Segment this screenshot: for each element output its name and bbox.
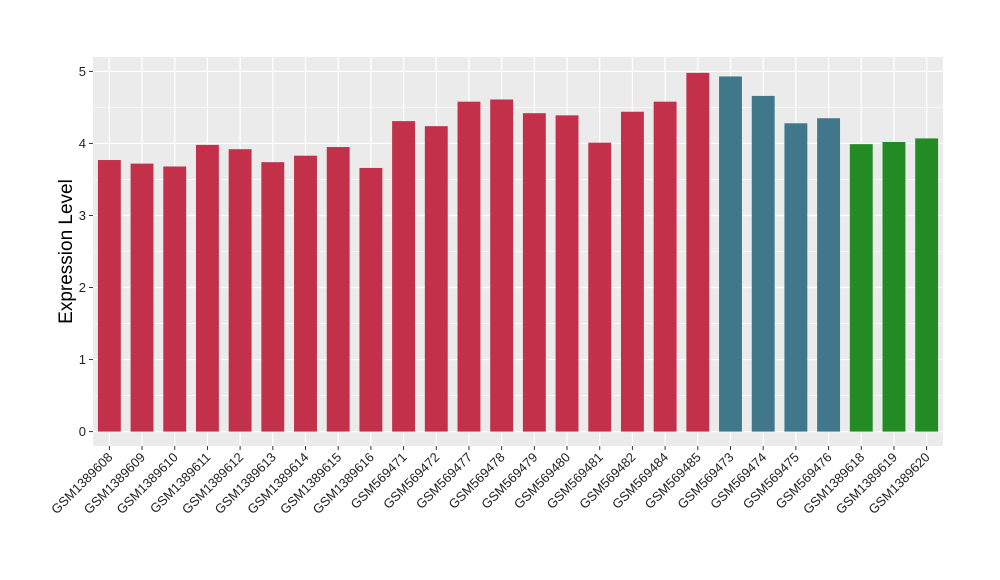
- bar-GSM569480: [555, 115, 579, 432]
- y-tick-label: 1: [79, 352, 86, 367]
- bar-GSM569476: [817, 118, 841, 432]
- bar-GSM1389620: [915, 138, 939, 432]
- bar-GSM1389613: [261, 162, 285, 432]
- bar-GSM569475: [784, 123, 808, 432]
- y-axis-title: Expression Level: [56, 179, 77, 324]
- bar-GSM569479: [522, 113, 546, 432]
- bar-GSM569471: [392, 121, 416, 432]
- bar-GSM1389618: [849, 144, 873, 432]
- bar-GSM1389610: [163, 166, 187, 432]
- x-axis: GSM1389608GSM1389609GSM1389610GSM1389611…: [48, 446, 933, 517]
- bar-GSM569485: [686, 72, 710, 432]
- y-axis: 0 1 2 3 4 5: [79, 64, 93, 439]
- bar-GSM569473: [719, 76, 742, 432]
- bar-GSM1389614: [294, 155, 317, 432]
- y-tick-label: 5: [79, 64, 86, 79]
- bar-GSM569477: [457, 101, 481, 432]
- y-tick-label: 0: [79, 424, 86, 439]
- bar-GSM1389609: [130, 163, 154, 432]
- bar-GSM569472: [424, 126, 448, 432]
- y-tick-label: 3: [79, 208, 86, 223]
- bar-GSM569484: [653, 101, 677, 432]
- bar-GSM569478: [490, 99, 514, 432]
- bar-GSM569474: [751, 95, 775, 432]
- bar-GSM1389612: [228, 149, 252, 432]
- bars: [97, 72, 939, 432]
- bar-GSM1389615: [326, 147, 350, 432]
- bar-GSM569482: [620, 111, 644, 432]
- bar-GSM1389611: [195, 144, 219, 432]
- y-tick-label: 2: [79, 280, 86, 295]
- bar-GSM1389616: [359, 167, 383, 432]
- y-tick-label: 4: [79, 136, 86, 151]
- bar-GSM1389608: [97, 160, 121, 432]
- bar-GSM1389619: [882, 142, 906, 432]
- bar-GSM569481: [588, 142, 612, 432]
